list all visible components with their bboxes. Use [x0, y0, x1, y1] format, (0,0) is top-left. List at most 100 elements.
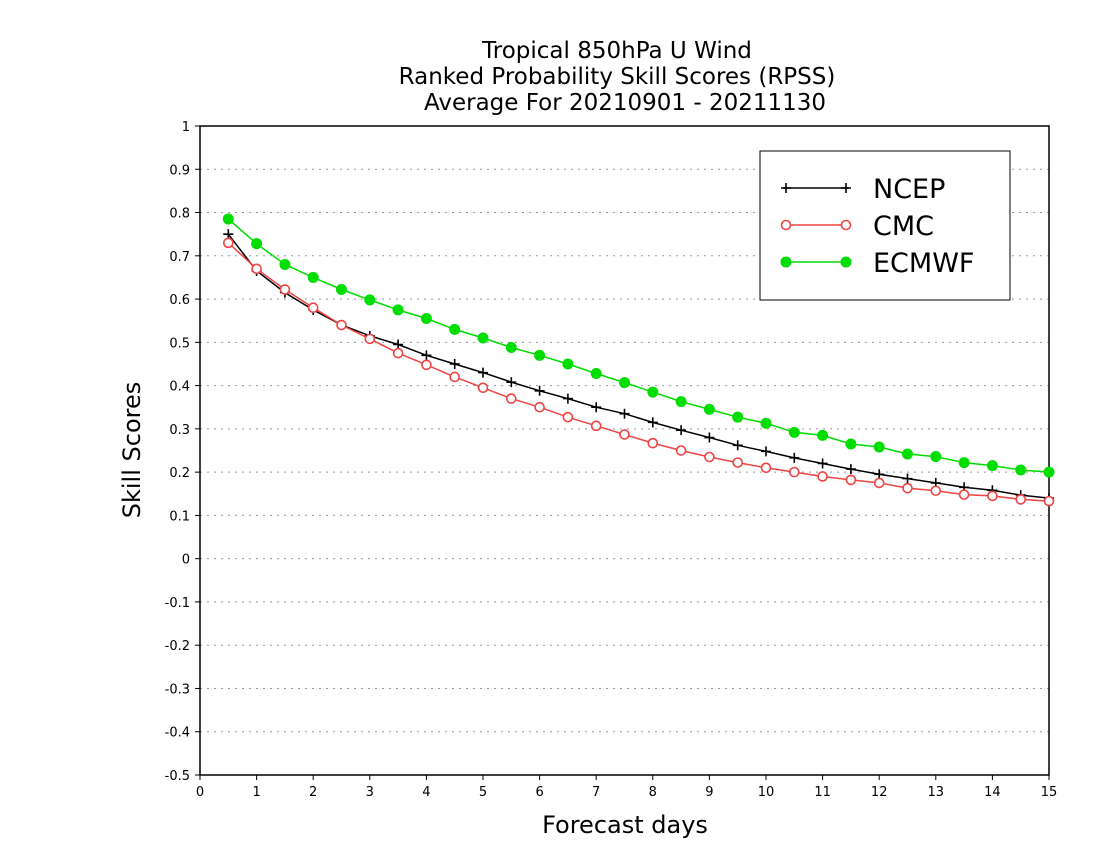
data-point-cmc: [223, 237, 234, 249]
data-point-ecmwf: [930, 451, 942, 463]
legend: NCEP CMC ECMWF: [759, 150, 1011, 301]
data-point-ecmwf: [590, 367, 602, 379]
x-tick-label: 9: [705, 785, 713, 800]
data-point-ecmwf: [788, 426, 800, 438]
y-tick-label: -0.4: [165, 726, 190, 741]
chart-title-line-1: Tropical 850hPa U Wind: [481, 38, 752, 64]
legend-entry-cmc: CMC: [780, 211, 934, 242]
data-point-cmc: [845, 474, 857, 486]
data-point-ecmwf: [873, 441, 885, 453]
data-point-ncep: [704, 432, 715, 443]
data-point-ncep: [732, 440, 743, 451]
x-tick-label: 15: [1041, 785, 1058, 800]
data-point-ncep: [676, 425, 687, 436]
chart-title-line-3: Average For 20210901 - 20211130: [424, 90, 826, 116]
data-point-ncep: [223, 229, 234, 240]
data-point-ncep: [902, 473, 913, 484]
data-point-cmc: [788, 466, 800, 478]
data-point-ecmwf: [222, 213, 234, 225]
data-point-cmc: [675, 445, 687, 456]
y-tick-label: 0.4: [169, 380, 190, 395]
x-tick-label: 6: [535, 785, 543, 800]
legend-label-ncep: NCEP: [873, 174, 945, 205]
data-point-ecmwf: [647, 386, 659, 398]
data-point-cmc: [760, 462, 772, 474]
data-point-ecmwf: [505, 342, 517, 354]
data-point-cmc: [505, 393, 517, 404]
y-tick-label: -0.3: [165, 682, 190, 697]
y-tick-label: -0.5: [165, 769, 190, 784]
x-axis-label: Forecast days: [542, 811, 708, 839]
data-point-cmc: [477, 382, 489, 394]
data-point-cmc: [873, 477, 885, 489]
data-point-ecmwf: [251, 238, 263, 250]
data-point-cmc: [704, 451, 715, 463]
x-tick-label: 2: [309, 785, 317, 800]
y-tick-label: -0.2: [165, 639, 190, 654]
data-point-ncep: [817, 458, 828, 469]
y-tick-label: 0.9: [169, 163, 190, 178]
y-tick-label: 0: [182, 553, 190, 568]
data-point-cmc: [1015, 494, 1027, 505]
data-point-ecmwf: [986, 460, 998, 472]
y-tick-label: 0.8: [169, 207, 190, 222]
data-point-ncep: [562, 393, 573, 404]
legend-marker-ncep: [841, 183, 851, 193]
x-tick-label: 0: [196, 785, 204, 800]
data-point-cmc: [817, 471, 828, 482]
data-point-cmc: [562, 411, 574, 423]
data-point-ecmwf: [307, 271, 319, 283]
data-point-ecmwf: [1043, 466, 1055, 478]
data-point-cmc: [930, 485, 942, 497]
x-tick-label: 12: [871, 785, 888, 800]
data-point-ncep: [845, 464, 856, 475]
data-point-cmc: [251, 263, 262, 275]
chart-title-line-2: Ranked Probability Skill Scores (RPSS): [399, 64, 836, 90]
x-tick-label: 10: [758, 785, 775, 800]
data-point-ncep: [506, 377, 517, 388]
x-tick-label: 7: [592, 785, 600, 800]
data-point-ecmwf: [760, 417, 772, 429]
series-cmc: [223, 237, 1055, 507]
data-point-ncep: [591, 402, 602, 413]
data-point-cmc: [619, 429, 630, 440]
legend-marker-ecmwf: [780, 256, 792, 268]
series-layer: [222, 213, 1055, 507]
x-tick-label: 3: [366, 785, 374, 800]
data-point-ncep: [421, 350, 432, 361]
data-point-ecmwf: [534, 349, 546, 361]
x-tick-label: 1: [252, 785, 260, 800]
data-point-ecmwf: [732, 411, 744, 423]
y-tick-label: 0.3: [169, 423, 190, 438]
y-tick-label: 0.5: [169, 336, 190, 351]
data-point-cmc: [534, 401, 545, 413]
data-point-cmc: [421, 359, 432, 371]
x-tick-label: 4: [422, 785, 430, 800]
plot-frame: [199, 125, 1050, 776]
legend-marker-ecmwf: [840, 256, 852, 268]
y-axis-label: Skill Scores: [118, 382, 146, 519]
data-point-cmc: [364, 333, 376, 345]
data-point-ecmwf: [364, 294, 376, 306]
data-point-ecmwf: [562, 358, 574, 370]
data-point-ecmwf: [279, 258, 291, 270]
data-point-cmc: [732, 457, 744, 468]
y-tick-label: 0.1: [169, 509, 190, 524]
data-point-ncep: [874, 469, 885, 480]
data-point-cmc: [647, 437, 659, 449]
series-ecmwf: [222, 213, 1055, 478]
data-point-ncep: [647, 417, 658, 428]
data-point-ecmwf: [845, 438, 857, 450]
data-point-cmc: [590, 420, 602, 432]
data-point-ecmwf: [817, 429, 829, 441]
legend-label-ecmwf: ECMWF: [873, 248, 974, 279]
x-tick-label: 8: [649, 785, 657, 800]
y-tick-label: 1: [182, 120, 190, 135]
data-point-ncep: [449, 358, 460, 369]
y-axis-ticks: -0.5 -0.4 -0.3 -0.2 -0.1 0 0.1 0.2 0.3 0.4 0.5 0.6 0…: [165, 120, 200, 784]
data-point-cmc: [987, 490, 998, 502]
data-point-ecmwf: [619, 377, 630, 389]
data-point-ncep: [478, 367, 488, 378]
x-axis-ticks: 0 1 2 3 4 5 6 7 8 9 10 11 12 13 14 15: [196, 775, 1057, 800]
